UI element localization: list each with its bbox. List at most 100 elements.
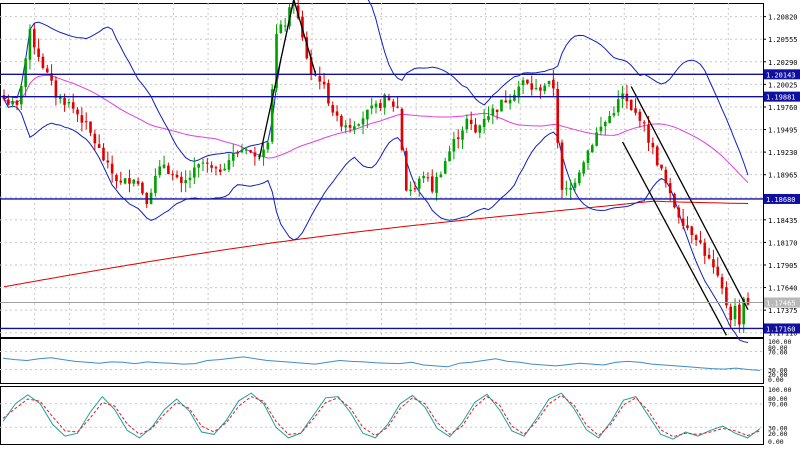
candle-body xyxy=(452,138,456,152)
oscillator-1-frame xyxy=(0,338,764,384)
candle-body xyxy=(625,93,629,102)
candle-body xyxy=(76,109,79,115)
candle-body xyxy=(443,161,447,174)
candle-body xyxy=(227,160,231,170)
candle-body xyxy=(162,164,166,168)
candle-body xyxy=(11,101,14,105)
candle-body xyxy=(102,147,105,161)
candle-body xyxy=(469,119,473,124)
candle-body xyxy=(400,108,404,150)
candle-body xyxy=(578,172,581,184)
candle-body xyxy=(283,25,287,27)
candle-body xyxy=(430,176,434,192)
channel-lower-line xyxy=(622,141,727,336)
candle-body xyxy=(491,108,495,116)
candle-body xyxy=(292,4,296,6)
candle-body xyxy=(370,105,373,109)
candle-body xyxy=(703,242,707,256)
oscillator-2-tick-label: 100.00 xyxy=(768,386,792,394)
candle-body xyxy=(439,174,443,178)
candle-body xyxy=(374,103,378,108)
y-tick-label: 1.20025 xyxy=(768,81,798,89)
y-tick-label: 1.19495 xyxy=(768,127,798,135)
candle-body xyxy=(335,111,339,116)
candle-body xyxy=(366,109,369,120)
candle-body xyxy=(54,80,58,98)
candle-body xyxy=(422,175,425,179)
oscillator-1-tick-label: 30.00 xyxy=(768,367,788,375)
candle-body xyxy=(413,188,417,190)
candle-body xyxy=(392,101,395,107)
candle-body xyxy=(738,304,741,325)
candle-body xyxy=(84,121,88,123)
candle-body xyxy=(616,99,620,113)
candle-body xyxy=(733,305,737,320)
candle-body xyxy=(141,182,144,194)
y-tick-label: 1.20290 xyxy=(768,59,798,67)
candle-body xyxy=(218,169,222,172)
ma-medium-line xyxy=(3,74,749,183)
candle-body xyxy=(309,57,313,75)
candle-body xyxy=(647,124,650,143)
candle-body xyxy=(590,145,594,152)
candle-body xyxy=(521,80,525,86)
candle-body xyxy=(569,187,572,190)
candle-body xyxy=(340,115,343,127)
candle-body xyxy=(655,146,659,166)
candle-body xyxy=(253,152,257,157)
candle-body xyxy=(71,102,75,109)
candle-body xyxy=(128,178,131,184)
ma-long-line xyxy=(3,200,749,288)
candle-body xyxy=(478,125,482,133)
candle-body xyxy=(456,137,460,140)
candle-body xyxy=(461,130,464,140)
oscillator-1-tick-label: 100.00 xyxy=(768,338,792,346)
candle-body xyxy=(7,99,10,105)
candle-body xyxy=(582,162,585,174)
candle-body xyxy=(348,125,352,128)
candle-body xyxy=(318,75,322,82)
candle-body xyxy=(404,151,408,191)
candle-body xyxy=(746,297,750,305)
candle-body xyxy=(171,174,175,176)
candle-body xyxy=(327,82,330,104)
candle-body xyxy=(275,34,278,88)
candle-body xyxy=(668,183,672,194)
candle-body xyxy=(270,89,274,142)
candle-body xyxy=(742,298,746,325)
candle-body xyxy=(154,175,157,193)
candle-body xyxy=(206,162,209,164)
candle-body xyxy=(15,100,19,105)
candle-body xyxy=(664,169,668,184)
y-tick-label: 1.17640 xyxy=(768,285,798,293)
candle-body xyxy=(396,106,399,108)
candle-body xyxy=(651,142,655,148)
candle-body xyxy=(89,121,92,133)
oscillator-1-series-line xyxy=(2,356,761,371)
candle-body xyxy=(660,164,663,169)
candle-body xyxy=(690,226,694,235)
candle-body xyxy=(240,150,244,153)
candle-body xyxy=(331,105,335,113)
candle-body xyxy=(539,87,542,91)
candle-body xyxy=(296,5,300,19)
candle-body xyxy=(115,175,118,182)
candle-body xyxy=(50,73,53,81)
candle-body xyxy=(201,162,205,164)
candle-body xyxy=(197,164,200,168)
y-tick-label: 1.18435 xyxy=(768,217,798,225)
y-tick-label: 1.18965 xyxy=(768,172,798,180)
candle-body xyxy=(716,266,720,276)
candle-body xyxy=(409,189,412,192)
candle-body xyxy=(28,28,32,60)
candle-body xyxy=(504,100,508,103)
candle-body xyxy=(214,167,218,169)
candle-body xyxy=(530,83,534,90)
candle-body xyxy=(508,99,512,104)
candle-body xyxy=(513,94,516,101)
candle-body xyxy=(244,149,248,151)
candle-body xyxy=(681,218,685,226)
candle-body xyxy=(106,160,110,163)
